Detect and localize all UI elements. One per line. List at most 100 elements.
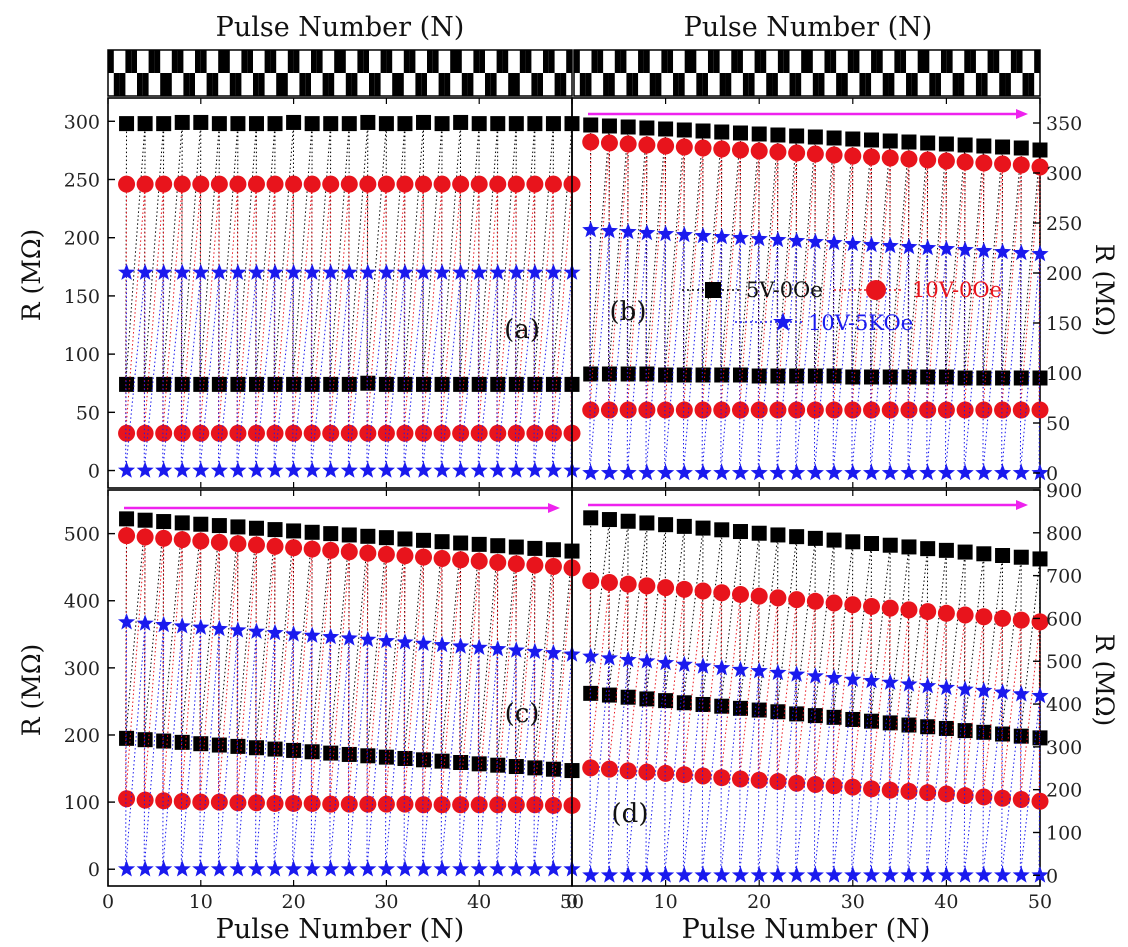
data-point-circle — [210, 793, 228, 811]
pulse-line — [403, 557, 425, 805]
pulse-line — [832, 540, 835, 718]
data-point-circle — [1031, 158, 1049, 176]
data-point-circle — [844, 778, 862, 796]
pulse-line — [329, 272, 332, 471]
pulse-block — [1016, 50, 1023, 73]
pulse-line — [870, 244, 873, 474]
data-point-square — [416, 532, 432, 548]
pulse-line — [125, 272, 128, 471]
pulse-line — [701, 668, 723, 876]
pulse-line — [552, 184, 573, 434]
data-point-circle — [266, 794, 284, 812]
pulse-line — [255, 272, 257, 471]
ylabel-a: R (MΩ) — [17, 229, 46, 322]
data-point-star — [359, 263, 377, 280]
data-point-star — [396, 860, 414, 877]
pulse-line — [907, 159, 929, 411]
pulse-line — [255, 123, 276, 385]
data-point-circle — [769, 143, 787, 161]
pulse-line — [963, 553, 985, 731]
pulse-block — [911, 73, 918, 96]
pulse-line — [907, 247, 929, 474]
data-point-star — [638, 866, 656, 883]
pulse-line — [982, 690, 985, 876]
data-point-square — [751, 702, 767, 718]
pulse-block — [148, 50, 155, 73]
pulse-block — [847, 50, 854, 73]
pulse-line — [292, 272, 295, 471]
data-point-star — [994, 683, 1012, 700]
data-point-circle — [229, 794, 247, 812]
data-point-circle — [489, 175, 507, 193]
data-point-circle — [863, 597, 881, 615]
pulse-block — [713, 50, 720, 73]
data-point-star — [956, 866, 974, 883]
pulse-block — [777, 50, 784, 73]
pulse-line — [459, 559, 462, 805]
data-point-star — [285, 860, 303, 877]
pulse-line — [180, 524, 202, 743]
data-point-square — [471, 536, 487, 552]
pulse-line — [1038, 166, 1041, 411]
pulse-line — [292, 532, 313, 751]
pulse-line — [926, 613, 947, 793]
pulse-block — [614, 50, 621, 73]
data-point-circle — [881, 149, 899, 167]
data-point-star — [863, 671, 881, 689]
pulse-line — [533, 548, 536, 768]
data-point-star — [937, 240, 955, 257]
data-point-circle — [638, 763, 656, 781]
pulse-line — [552, 272, 554, 471]
pulse-line — [720, 531, 741, 707]
data-point-square — [901, 134, 917, 150]
pulse-line — [162, 272, 165, 471]
pulse-block — [655, 73, 662, 96]
data-point-circle — [285, 424, 303, 442]
pulse-block — [783, 50, 790, 73]
data-point-star — [844, 670, 862, 687]
data-point-square — [137, 376, 153, 392]
pulse-line — [403, 642, 406, 870]
data-point-star — [788, 866, 806, 883]
data-point-circle — [975, 154, 993, 172]
data-point-circle — [937, 152, 955, 170]
plot-frame — [571, 97, 1041, 489]
pulse-line — [682, 590, 704, 775]
pulse-block — [597, 50, 604, 73]
pulse-block — [345, 73, 352, 96]
pulse-line — [125, 622, 128, 870]
data-point-square — [676, 122, 692, 138]
pulse-block — [461, 73, 468, 96]
pulse-line — [143, 184, 165, 434]
data-point-star — [173, 617, 191, 634]
data-point-square — [304, 524, 320, 540]
pulse-line — [552, 123, 573, 385]
series-lines-5V-0Oe — [125, 518, 573, 771]
data-point-star — [956, 464, 974, 481]
pulse-line — [180, 272, 202, 471]
pulse-block — [113, 73, 120, 96]
data-point-star — [173, 263, 191, 280]
pulse-line — [422, 184, 443, 434]
data-point-star — [900, 238, 918, 255]
y-tick-label: 200 — [64, 228, 100, 250]
pulse-line — [944, 249, 966, 474]
data-point-star — [881, 866, 899, 883]
pulse-line — [589, 124, 592, 375]
pulse-line — [720, 668, 723, 876]
data-point-star — [544, 644, 562, 661]
data-point-square — [1032, 142, 1048, 158]
data-point-square — [957, 137, 973, 153]
data-point-square — [341, 376, 357, 392]
data-point-star — [173, 461, 191, 478]
pulse-block — [807, 50, 813, 73]
pulse-line — [645, 587, 667, 773]
pulse-line — [292, 635, 313, 870]
legend-marker-square-icon — [705, 282, 721, 298]
data-point-circle — [713, 401, 731, 419]
data-point-circle — [788, 401, 806, 419]
pulse-line — [273, 530, 295, 750]
pulse-line — [1001, 252, 1022, 474]
pulse-line — [888, 140, 891, 378]
pulse-line — [403, 538, 406, 759]
